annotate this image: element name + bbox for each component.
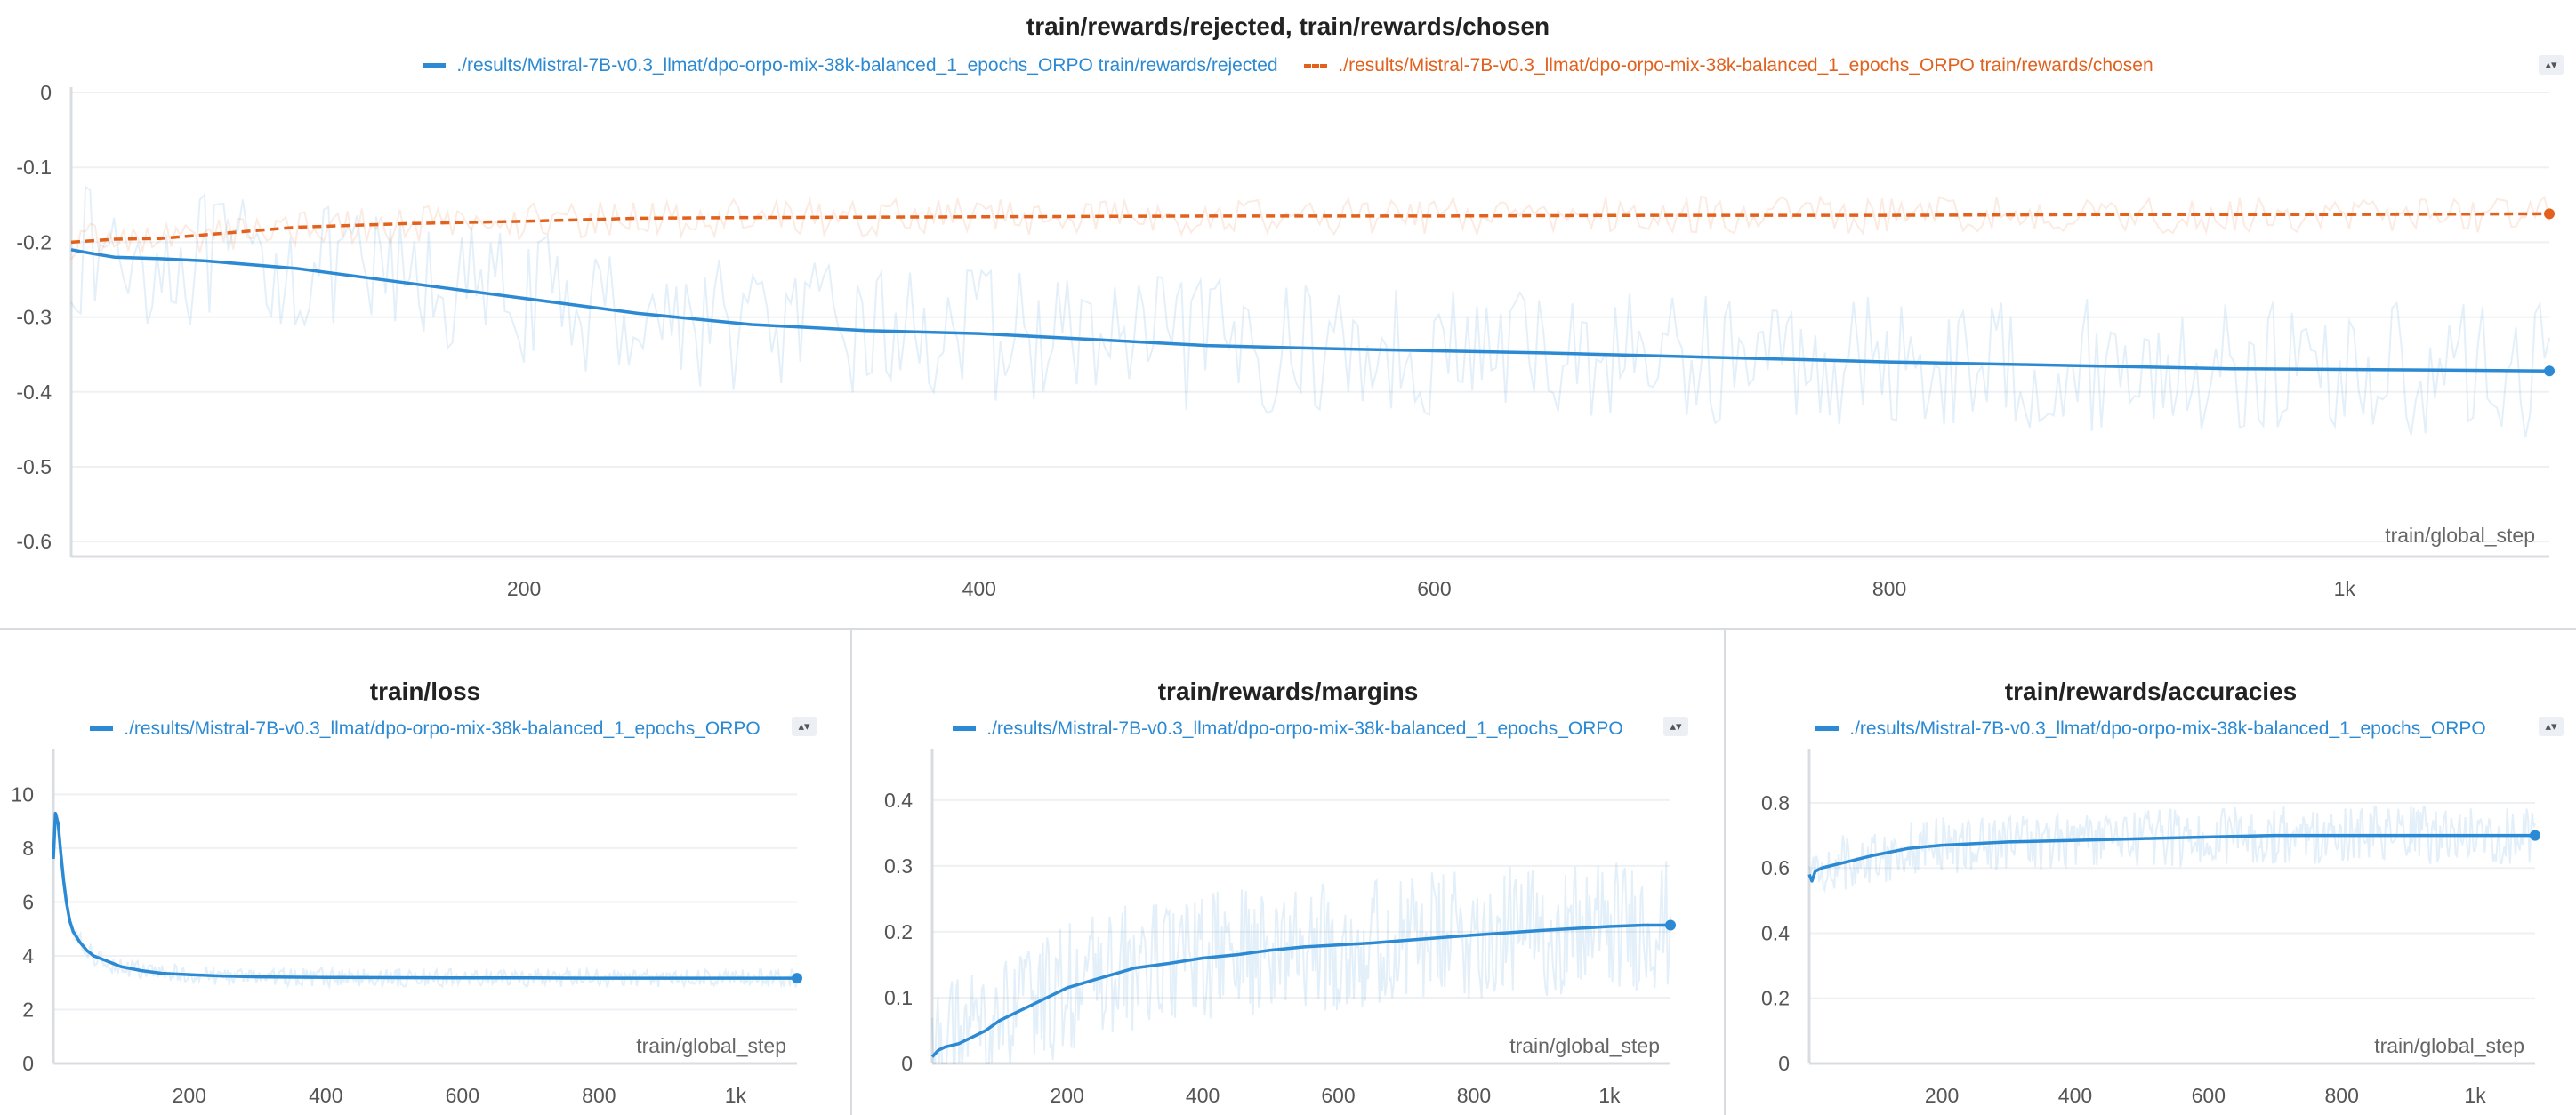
chart-plot-rewards: 0 -0.1 -0.2 -0.3 -0.4 -0.5 -0.6 200 400 600 800 1k t… <box>16 81 2555 600</box>
y-tick-label: 0.2 <box>1761 987 1790 1010</box>
series-end-point[interactable] <box>2544 365 2555 377</box>
y-tick-label: 0.3 <box>884 854 913 878</box>
y-tick-label: 0.8 <box>1761 791 1790 814</box>
legend-item-run[interactable]: ./results/Mistral-7B-v0.3_llmat/dpo-orpo… <box>1815 718 2486 740</box>
y-tick-label: 0.1 <box>884 986 913 1009</box>
series-end-point[interactable] <box>1665 919 1676 931</box>
y-tick-label: -0.2 <box>16 230 52 253</box>
series-raw-trace <box>70 185 2550 438</box>
y-tick-label: 0.4 <box>1761 921 1790 944</box>
x-tick-label: 600 <box>2192 1084 2226 1107</box>
chart-panel-accuracies: train/rewards/accuracies ./results/Mistr… <box>1726 630 2576 1115</box>
x-tick-label: 200 <box>1050 1084 1083 1107</box>
legend-label: ./results/Mistral-7B-v0.3_llmat/dpo-orpo… <box>986 718 1623 739</box>
series-end-point[interactable] <box>792 973 802 984</box>
legend-swatch-chosen <box>1304 64 1328 68</box>
x-tick-label: 800 <box>1457 1084 1491 1107</box>
series-end-point[interactable] <box>2530 830 2540 841</box>
y-tick-label: 6 <box>22 890 34 913</box>
y-tick-label: 4 <box>22 944 34 967</box>
y-tick-label: 0 <box>1778 1052 1790 1075</box>
series-line[interactable] <box>1807 833 2535 883</box>
legend-label-rejected: ./results/Mistral-7B-v0.3_llmat/dpo-orpo… <box>456 54 1278 76</box>
chart-title: train/rewards/accuracies <box>2004 678 2298 705</box>
y-tick-label: 0.6 <box>1761 856 1790 879</box>
legend-item-run[interactable]: ./results/Mistral-7B-v0.3_llmat/dpo-orpo… <box>90 718 761 740</box>
series-end-point[interactable] <box>2544 208 2555 220</box>
x-tick-label: 400 <box>2058 1084 2092 1107</box>
x-tick-label: 1k <box>2334 577 2356 600</box>
x-axis-label: train/global_step <box>2374 1034 2524 1057</box>
legend-item-rejected[interactable]: ./results/Mistral-7B-v0.3_llmat/dpo-orpo… <box>423 54 1278 76</box>
x-tick-label: 200 <box>507 577 541 600</box>
legend-item-chosen[interactable]: ./results/Mistral-7B-v0.3_llmat/dpo-orpo… <box>1304 55 2153 76</box>
x-tick-label: 400 <box>309 1084 342 1107</box>
y-tick-label: 10 <box>11 782 34 806</box>
x-tick-label: 1k <box>725 1084 747 1107</box>
y-tick-label: 2 <box>22 998 34 1021</box>
y-tick-label: 8 <box>22 837 34 860</box>
y-tick-label: 0 <box>22 1052 34 1075</box>
legend-item-run[interactable]: ./results/Mistral-7B-v0.3_llmat/dpo-orpo… <box>953 718 1623 740</box>
series-line[interactable] <box>70 212 2550 245</box>
y-tick-label: -0.5 <box>16 455 52 478</box>
legend-menu-button[interactable]: ▴▾ <box>792 717 817 736</box>
chart-legend: ./results/Mistral-7B-v0.3_llmat/dpo-orpo… <box>852 715 1724 740</box>
y-tick-label: -0.4 <box>16 381 52 404</box>
panel-divider-horizontal <box>0 628 2576 630</box>
x-tick-label: 200 <box>1925 1084 1959 1107</box>
x-tick-label: 400 <box>962 577 996 600</box>
y-tick-label: 0 <box>40 81 52 104</box>
legend-menu-button[interactable]: ▴▾ <box>1663 717 1688 736</box>
chart-plot-loss: 0 2 4 6 8 10 200 400 600 800 1k train/global_step <box>11 749 802 1107</box>
series-line[interactable] <box>930 923 1670 1058</box>
legend-label: ./results/Mistral-7B-v0.3_llmat/dpo-orpo… <box>124 718 761 739</box>
y-tick-label: 0.2 <box>884 920 913 943</box>
y-tick-label: 0.4 <box>884 789 913 812</box>
x-axis-label: train/global_step <box>636 1034 786 1057</box>
legend-swatch <box>1815 726 1839 731</box>
chart-title: train/loss <box>369 678 481 705</box>
series-raw-trace <box>931 861 1671 1064</box>
chart-panel-loss: train/loss ./results/Mistral-7B-v0.3_llm… <box>0 630 850 1115</box>
x-tick-label: 800 <box>2325 1084 2359 1107</box>
chart-plot-margins: 0 0.1 0.2 0.3 0.4 200 400 600 800 1k train/global_… <box>884 749 1676 1107</box>
y-tick-label: 0 <box>901 1052 913 1075</box>
chart-title: train/rewards/margins <box>1157 678 1419 705</box>
chart-legend: ./results/Mistral-7B-v0.3_llmat/dpo-orpo… <box>1726 715 2576 740</box>
legend-menu-button[interactable]: ▴▾ <box>2539 717 2564 736</box>
series-line[interactable] <box>52 811 797 980</box>
legend-label: ./results/Mistral-7B-v0.3_llmat/dpo-orpo… <box>1849 718 2486 739</box>
legend-menu-button[interactable]: ▴▾ <box>2539 55 2564 75</box>
chart-legend: ./results/Mistral-7B-v0.3_llmat/dpo-orpo… <box>0 715 850 740</box>
chart-panel-margins: train/rewards/margins ./results/Mistral-… <box>852 630 1724 1115</box>
panel-divider-vertical-1 <box>850 630 852 1115</box>
x-tick-label: 600 <box>446 1084 479 1107</box>
legend-swatch <box>953 726 977 731</box>
legend-label-chosen: ./results/Mistral-7B-v0.3_llmat/dpo-orpo… <box>1338 55 2153 76</box>
x-tick-label: 1k <box>2464 1084 2486 1107</box>
panel-divider-vertical-2 <box>1724 630 1726 1115</box>
x-tick-label: 800 <box>582 1084 616 1107</box>
x-tick-label: 200 <box>173 1084 206 1107</box>
x-tick-label: 600 <box>1417 577 1451 600</box>
x-tick-label: 600 <box>1321 1084 1355 1107</box>
chart-legend: ./results/Mistral-7B-v0.3_llmat/dpo-orpo… <box>0 52 2576 76</box>
x-axis-label: train/global_step <box>2385 524 2535 547</box>
x-tick-label: 1k <box>1598 1084 1621 1107</box>
legend-swatch <box>90 726 114 731</box>
y-tick-label: -0.1 <box>16 156 52 179</box>
chart-plot-accuracies: 0 0.2 0.4 0.6 0.8 200 400 600 800 1k train/global_… <box>1761 749 2540 1107</box>
chart-title: train/rewards/rejected, train/rewards/ch… <box>1026 12 1550 40</box>
x-tick-label: 800 <box>1872 577 1906 600</box>
series-raw-trace <box>70 195 2550 261</box>
x-axis-label: train/global_step <box>1509 1034 1660 1057</box>
y-tick-label: -0.3 <box>16 306 52 329</box>
y-tick-label: -0.6 <box>16 530 52 553</box>
series-line[interactable] <box>70 248 2550 373</box>
x-tick-label: 400 <box>1186 1084 1220 1107</box>
chart-panel-rewards: train/rewards/rejected, train/rewards/ch… <box>0 12 2576 600</box>
legend-swatch-rejected <box>423 63 447 68</box>
